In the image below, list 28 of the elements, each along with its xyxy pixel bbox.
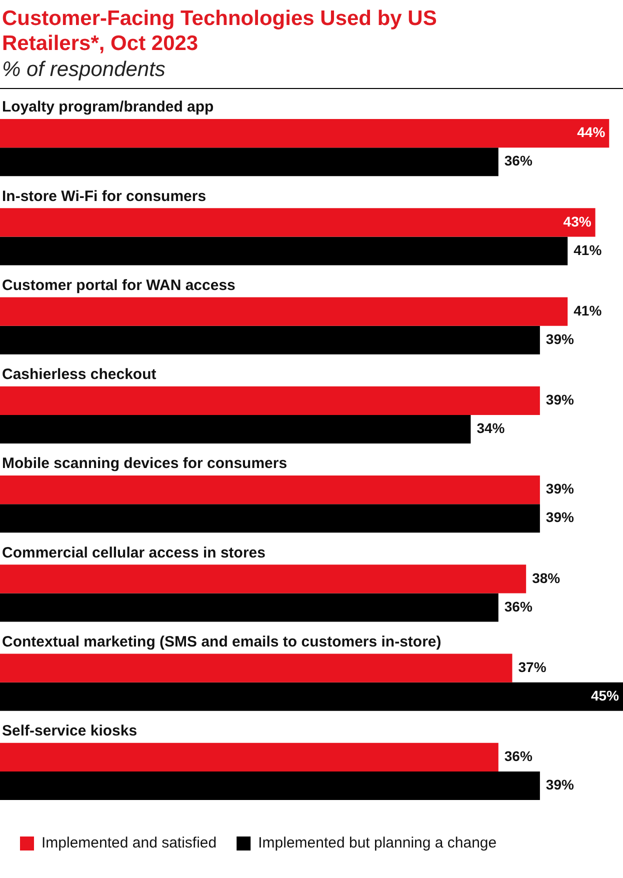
data-label: 34% <box>476 420 506 436</box>
y-tick-label: Contextual marketing (SMS and emails to customers in-store) <box>2 633 442 650</box>
y-tick-label: Commercial cellular access in stores <box>2 544 266 562</box>
legend-label: Implemented but planning a change <box>258 834 497 852</box>
y-tick-label: Self-service kiosks <box>2 722 138 740</box>
data-label: 37% <box>518 658 547 675</box>
y-tick-label: In-store Wi-Fi for consumers <box>2 188 206 205</box>
data-label: 39% <box>546 392 575 408</box>
data-label: 44% <box>577 124 606 140</box>
y-tick-label: Mobile scanning devices for consumers <box>2 455 288 472</box>
data-label: 41% <box>574 302 602 318</box>
data-label: 36% <box>504 598 533 614</box>
data-label: 39% <box>546 330 575 347</box>
data-label: 39% <box>546 776 575 793</box>
data-label: 39% <box>546 509 575 526</box>
chart-title: Customer-Facing Technologies Used by US Retailers*, Oct 2023 <box>2 6 438 56</box>
data-label: 43% <box>563 213 592 230</box>
data-label: 39% <box>546 480 575 497</box>
data-label: 45% <box>590 687 620 704</box>
y-tick-label: Customer portal for WAN access <box>2 276 236 294</box>
chart-subtitle: % of respondents <box>2 58 166 82</box>
data-label: 38% <box>532 570 561 586</box>
y-tick-label: Cashierless checkout <box>2 366 156 384</box>
data-label: 36% <box>504 748 533 764</box>
y-tick-label: Loyalty program/branded app <box>2 98 214 116</box>
data-label: 41% <box>574 242 602 258</box>
legend-label: Implemented and satisfied <box>42 834 217 852</box>
data-label: 36% <box>504 152 533 169</box>
